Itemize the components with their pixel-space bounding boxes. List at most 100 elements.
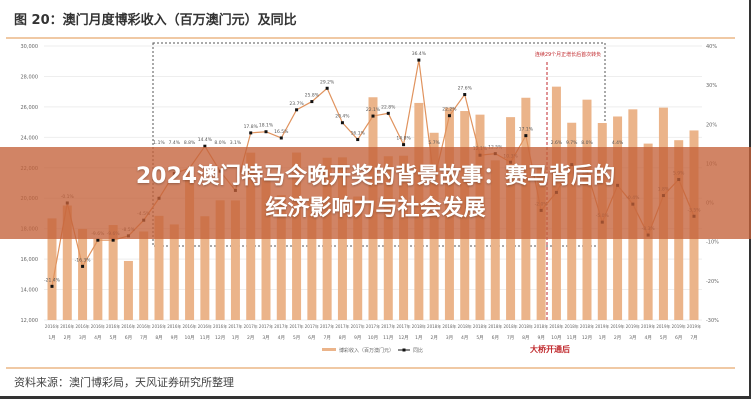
bar [108,225,118,320]
bar [169,224,179,320]
yoy-marker [81,264,85,268]
left-axis-tick: 28,000 [21,74,39,80]
bar [215,200,225,320]
x-tick-month: 4月 [94,335,101,341]
x-tick-month: 2月 [430,335,437,341]
x-tick-month: 4月 [461,335,468,341]
x-tick-year: 2017年 [274,323,288,329]
x-tick-year: 2019年 [672,323,686,329]
x-tick-month: 1月 [599,335,606,341]
x-tick-month: 5月 [109,335,116,341]
yoy-data-label: 14.8% [396,136,411,142]
figure-title: 图 20：澳门月度博彩收入（百万澳门元）及同比 [14,13,297,28]
x-tick-month: 1月 [232,335,239,341]
x-tick-month: 6月 [492,335,499,341]
x-tick-month: 10月 [184,335,194,341]
yoy-data-label: 22.2% [442,107,457,113]
x-tick-year: 2016年 [182,323,196,329]
source-note: 资料来源：澳门博彩局，天风证券研究所整理 [14,376,234,389]
x-tick-month: 9月 [354,335,361,341]
x-tick-year: 2018年 [473,323,487,329]
x-tick-year: 2016年 [213,323,227,329]
yoy-data-label: 4.4% [612,140,624,146]
bar [185,171,195,320]
bar [536,165,546,320]
x-tick-month: 12月 [215,335,225,341]
bar [123,260,133,320]
bar [353,196,363,320]
headline-line-2: 经济影响力与社会发展 [265,196,486,221]
yoy-data-label: 16.5% [274,129,289,135]
yoy-marker [402,143,406,147]
x-tick-month: 9月 [537,335,544,341]
x-tick-year: 2019年 [656,323,670,329]
legend-bar-swatch [322,348,336,351]
x-tick-year: 2017年 [381,323,395,329]
x-tick-year: 2019年 [595,323,609,329]
yoy-data-label: 29.2% [320,79,335,85]
bar [490,160,500,320]
bar [261,179,271,320]
x-tick-month: 12月 [582,335,592,341]
x-tick-year: 2017年 [289,323,303,329]
x-tick-year: 2017年 [305,323,319,329]
bar [200,216,210,320]
x-tick-month: 11月 [383,335,393,341]
yoy-data-label: 25.8% [305,93,320,99]
x-tick-year: 2017年 [351,323,365,329]
bar [93,238,103,320]
yoy-marker [371,114,375,118]
yoy-data-label: 2.6% [551,140,563,146]
yoy-data-label: 7.4% [169,140,181,146]
yoy-marker [96,238,100,242]
yoy-data-label: 8.8% [184,140,196,146]
x-tick-year: 2016年 [121,323,135,329]
x-tick-year: 2018年 [503,323,517,329]
yoy-data-label: 22.8% [381,104,396,110]
left-axis-tick: 30,000 [21,44,39,50]
x-tick-year: 2019年 [610,323,624,329]
yoy-marker [447,114,451,118]
x-tick-year: 2018年 [488,323,502,329]
bar [62,205,72,320]
annotation-negative-turn: 连续29个月正增长后首次转负 [535,51,601,58]
yoy-data-label: 22.1% [366,107,381,113]
x-tick-year: 2018年 [442,323,456,329]
x-tick-month: 6月 [308,335,315,341]
x-tick-month: 9月 [171,335,178,341]
yoy-marker [524,134,528,138]
right-axis-tick: 30% [706,83,717,89]
x-tick-year: 2016年 [60,323,74,329]
x-tick-month: 5月 [293,335,300,341]
x-tick-month: 2月 [614,335,621,341]
x-tick-year: 2017年 [259,323,273,329]
x-tick-year: 2018年 [412,323,426,329]
bar [47,218,57,320]
yoy-marker [340,121,344,125]
left-axis-tick: 24,000 [21,135,39,141]
yoy-data-label: 36.4% [412,51,427,57]
yoy-data-label: 16.1% [351,131,366,137]
x-tick-year: 2018年 [519,323,533,329]
bottom-divider [6,367,735,369]
x-tick-year: 2018年 [580,323,594,329]
x-tick-month: 5月 [476,335,483,341]
right-axis-tick: -10% [706,240,719,246]
bar [154,215,164,320]
x-tick-year: 2016年 [91,323,105,329]
x-tick-month: 4月 [644,335,651,341]
x-tick-month: 2月 [247,335,254,341]
yoy-marker [111,238,115,242]
x-tick-month: 11月 [200,335,210,341]
x-tick-year: 2016年 [152,323,166,329]
x-tick-year: 2017年 [244,323,258,329]
yoy-data-label: -16.3% [75,257,92,263]
x-tick-month: 7月 [690,335,697,341]
yoy-data-label: 5.7% [428,140,440,146]
x-tick-month: 2月 [64,335,71,341]
x-tick-year: 2018年 [549,323,563,329]
x-tick-year: 2016年 [75,323,89,329]
yoy-data-label: 8.0% [214,140,226,146]
right-axis-tick: -30% [706,318,719,324]
x-tick-year: 2017年 [396,323,410,329]
